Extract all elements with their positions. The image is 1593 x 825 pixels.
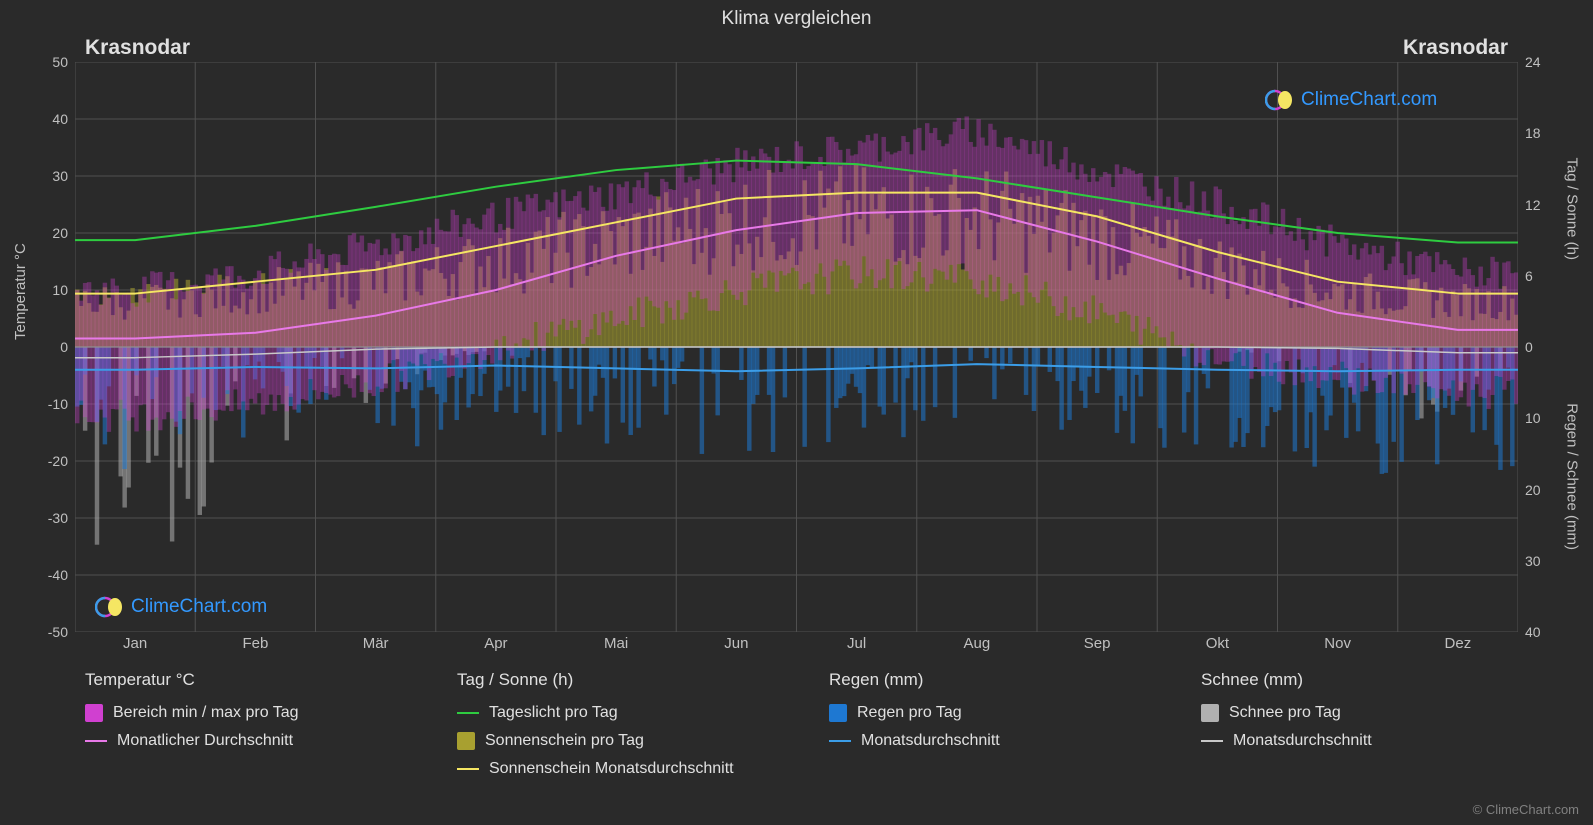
legend-label: Regen pro Tag xyxy=(857,704,962,722)
y-tick-temp: 50 xyxy=(18,54,68,70)
legend-swatch xyxy=(1201,704,1219,722)
x-tick-label: Okt xyxy=(1157,635,1277,652)
legend-item: Sonnenschein pro Tag xyxy=(457,732,789,750)
y-tick-precip: 30 xyxy=(1525,553,1575,569)
legend-item: Tageslicht pro Tag xyxy=(457,704,789,722)
legend-label: Sonnenschein Monatsdurchschnitt xyxy=(489,760,734,778)
x-tick-label: Feb xyxy=(195,635,315,652)
climechart-logo-icon xyxy=(95,592,125,622)
y-tick-precip: 40 xyxy=(1525,624,1575,640)
y-tick-temp: 30 xyxy=(18,168,68,184)
plot-area xyxy=(75,62,1518,632)
y-tick-sun: 6 xyxy=(1525,268,1575,284)
y-tick-temp: 0 xyxy=(18,339,68,355)
legend-label: Monatlicher Durchschnitt xyxy=(117,732,293,750)
legend: Temperatur °C Bereich min / max pro Tag Mo… xyxy=(85,670,1533,788)
legend-item: Schnee pro Tag xyxy=(1201,704,1533,722)
legend-group-title: Schnee (mm) xyxy=(1201,670,1533,690)
x-tick-label: Mär xyxy=(316,635,436,652)
climate-chart-container: Klima vergleichen Krasnodar Krasnodar Te… xyxy=(0,0,1593,825)
watermark-bottom: ClimeChart.com xyxy=(95,592,267,622)
copyright: © ClimeChart.com xyxy=(1473,802,1579,817)
legend-swatch xyxy=(457,712,479,714)
x-tick-label: Nov xyxy=(1278,635,1398,652)
watermark-text: ClimeChart.com xyxy=(1301,89,1437,111)
legend-label: Tageslicht pro Tag xyxy=(489,704,618,722)
y-tick-precip: 10 xyxy=(1525,410,1575,426)
x-axis: JanFebMärAprMaiJunJulAugSepOktNovDez xyxy=(75,635,1518,652)
legend-swatch xyxy=(85,704,103,722)
y-tick-sun: 18 xyxy=(1525,125,1575,141)
y-tick-sun: 12 xyxy=(1525,197,1575,213)
legend-swatch xyxy=(85,740,107,742)
plot-svg xyxy=(75,62,1518,632)
legend-swatch xyxy=(457,768,479,770)
legend-group: Schnee (mm) Schnee pro Tag Monatsdurchschn… xyxy=(1201,670,1533,788)
legend-item: Sonnenschein Monatsdurchschnitt xyxy=(457,760,789,778)
legend-item: Monatlicher Durchschnitt xyxy=(85,732,417,750)
legend-item: Monatsdurchschnitt xyxy=(829,732,1161,750)
legend-swatch xyxy=(829,740,851,742)
y-tick-temp: 20 xyxy=(18,225,68,241)
x-tick-label: Dez xyxy=(1398,635,1518,652)
legend-swatch xyxy=(457,732,475,750)
x-tick-label: Jul xyxy=(797,635,917,652)
climechart-logo-icon xyxy=(1265,85,1295,115)
x-tick-label: Jan xyxy=(75,635,195,652)
legend-label: Bereich min / max pro Tag xyxy=(113,704,299,722)
location-left: Krasnodar xyxy=(85,36,190,60)
legend-group: Tag / Sonne (h) Tageslicht pro Tag Sonnens… xyxy=(457,670,789,788)
legend-label: Schnee pro Tag xyxy=(1229,704,1341,722)
chart-title: Klima vergleichen xyxy=(0,8,1593,30)
legend-item: Regen pro Tag xyxy=(829,704,1161,722)
y-tick-temp: -20 xyxy=(18,453,68,469)
legend-label: Monatsdurchschnitt xyxy=(1233,732,1372,750)
y-tick-temp: 40 xyxy=(18,111,68,127)
legend-swatch xyxy=(1201,740,1223,742)
y-tick-temp: -50 xyxy=(18,624,68,640)
x-tick-label: Apr xyxy=(436,635,556,652)
legend-group-title: Tag / Sonne (h) xyxy=(457,670,789,690)
legend-label: Sonnenschein pro Tag xyxy=(485,732,644,750)
legend-group-title: Temperatur °C xyxy=(85,670,417,690)
x-tick-label: Aug xyxy=(917,635,1037,652)
y-tick-temp: -30 xyxy=(18,510,68,526)
legend-label: Monatsdurchschnitt xyxy=(861,732,1000,750)
legend-group: Regen (mm) Regen pro Tag Monatsdurchschnit… xyxy=(829,670,1161,788)
x-tick-label: Jun xyxy=(676,635,796,652)
legend-swatch xyxy=(829,704,847,722)
legend-group: Temperatur °C Bereich min / max pro Tag Mo… xyxy=(85,670,417,788)
y-tick-temp: 10 xyxy=(18,282,68,298)
watermark-top: ClimeChart.com xyxy=(1265,85,1437,115)
y-tick-sun: 24 xyxy=(1525,54,1575,70)
y-tick-precip: 20 xyxy=(1525,482,1575,498)
y-tick-temp: -40 xyxy=(18,567,68,583)
watermark-text: ClimeChart.com xyxy=(131,596,267,618)
location-right: Krasnodar xyxy=(1403,36,1508,60)
x-tick-label: Sep xyxy=(1037,635,1157,652)
legend-item: Bereich min / max pro Tag xyxy=(85,704,417,722)
x-tick-label: Mai xyxy=(556,635,676,652)
legend-item: Monatsdurchschnitt xyxy=(1201,732,1533,750)
legend-group-title: Regen (mm) xyxy=(829,670,1161,690)
y-tick-temp: -10 xyxy=(18,396,68,412)
y-tick-sun: 0 xyxy=(1525,339,1575,355)
